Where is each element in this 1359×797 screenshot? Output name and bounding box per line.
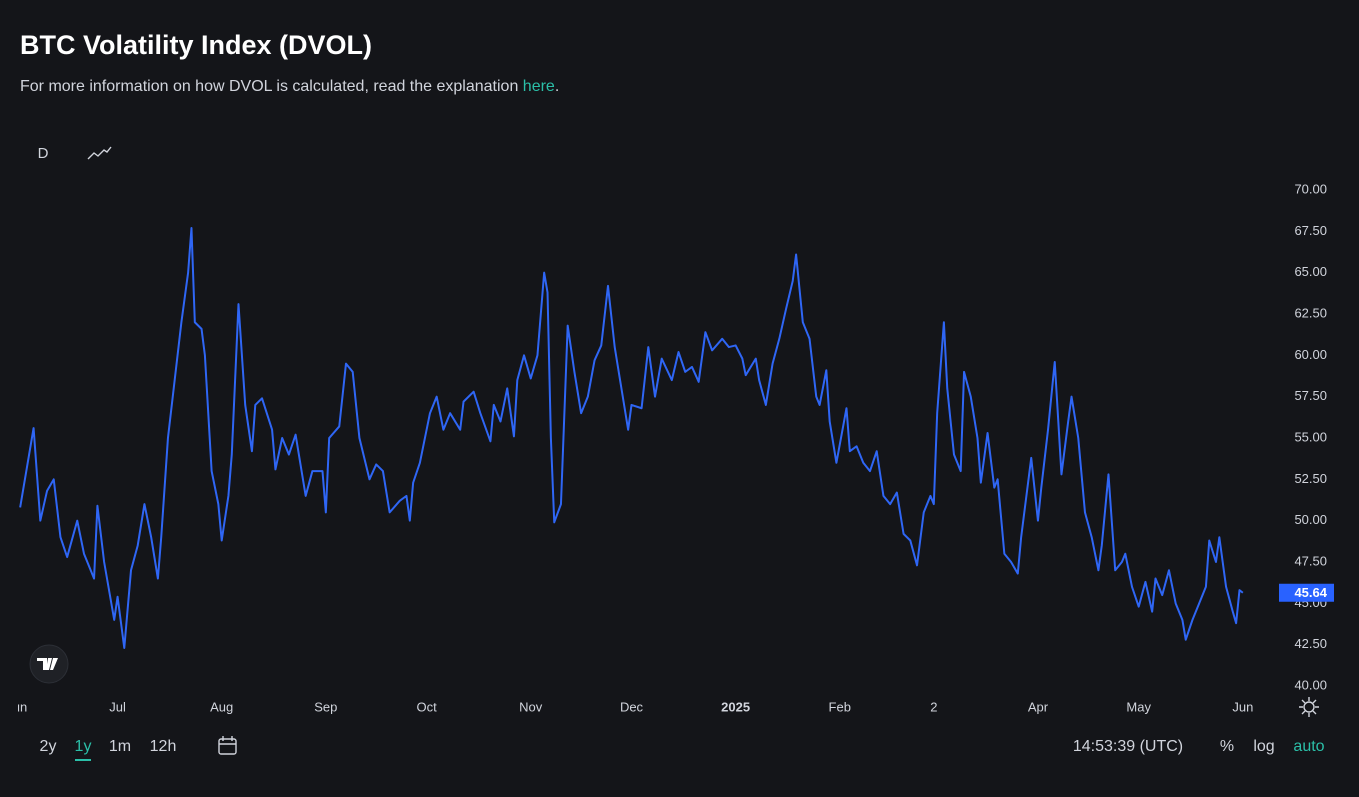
subtitle-text: For more information on how DVOL is calc… xyxy=(20,78,518,95)
percent-toggle[interactable]: % xyxy=(1220,738,1234,755)
x-tick-label: Jul xyxy=(109,699,126,714)
y-tick-label: 70.00 xyxy=(1294,181,1327,196)
y-tick-label: 67.50 xyxy=(1294,223,1327,238)
x-tick-label: Apr xyxy=(1028,699,1049,714)
calendar-lines[interactable] xyxy=(219,736,236,745)
subtitle-end: . xyxy=(555,78,559,95)
range-underline xyxy=(75,759,91,761)
chart: 40.0042.5045.0047.5050.0052.5055.0057.50… xyxy=(6,181,1334,714)
footer: 14:53:39 (UTC) % log auto 2y 1y 1m 12h xyxy=(40,738,1325,761)
range-button[interactable]: 1y xyxy=(75,738,92,755)
link[interactable]: here xyxy=(523,78,555,95)
last-price-box xyxy=(1279,583,1334,602)
y-tick-label: 40.00 xyxy=(1294,677,1327,692)
y-tick-label: 42.50 xyxy=(1294,636,1327,651)
x-axis: Jun Jul Aug Sep Oct Nov Dec 2025 Feb 2 Apr May Jun xyxy=(6,699,1253,714)
y-tick-label: 50.00 xyxy=(1294,512,1327,527)
calendar-body[interactable] xyxy=(218,738,237,755)
y-tick-label: 57.50 xyxy=(1294,388,1327,403)
logo-glyph[interactable] xyxy=(37,658,58,670)
x-tick-label: Feb xyxy=(829,699,851,714)
y-tick-label: 55.00 xyxy=(1294,429,1327,444)
x-tick-label: Nov xyxy=(519,699,543,714)
x-tick-label: 2025 xyxy=(721,699,750,714)
x-tick-label: Oct xyxy=(416,699,437,714)
series-line xyxy=(19,227,1244,649)
y-tick-label: 52.50 xyxy=(1294,471,1327,486)
range-button[interactable]: 2y xyxy=(40,738,57,755)
x-tick-label: Dec xyxy=(620,699,644,714)
title: BTC Volatility Index (DVOL) xyxy=(20,30,372,60)
tradingview-logo[interactable] xyxy=(29,644,69,684)
gear-teeth[interactable] xyxy=(1299,697,1319,717)
y-tick-label: 65.00 xyxy=(1294,264,1327,279)
settings-icon[interactable] xyxy=(1299,697,1319,717)
x-tick-label: Jun xyxy=(6,699,27,714)
x-tick-label: Sep xyxy=(314,699,337,714)
x-tick-label: Jun xyxy=(1232,699,1253,714)
chart-style-icon[interactable] xyxy=(87,146,112,160)
clock: 14:53:39 (UTC) xyxy=(1073,738,1183,755)
y-tick-label: 62.50 xyxy=(1294,305,1327,320)
gear-core[interactable] xyxy=(1303,701,1315,713)
interval-button[interactable]: D xyxy=(38,145,49,162)
subtitle: For more information on how DVOL is calc… xyxy=(20,78,559,95)
x-tick-label: May xyxy=(1126,699,1151,714)
calendar-icon[interactable] xyxy=(218,736,237,755)
x-tick-label: 2 xyxy=(930,699,937,714)
range-button[interactable]: 1m xyxy=(109,738,131,755)
log-toggle[interactable]: log xyxy=(1253,738,1274,755)
range-button[interactable]: 12h xyxy=(150,738,177,755)
y-tick-label: 47.50 xyxy=(1294,553,1327,568)
last-price-label: 45.64 xyxy=(1294,585,1327,600)
y-tick-label: 60.00 xyxy=(1294,347,1327,362)
x-tick-label: Aug xyxy=(210,699,233,714)
auto-toggle[interactable]: auto xyxy=(1293,738,1324,755)
